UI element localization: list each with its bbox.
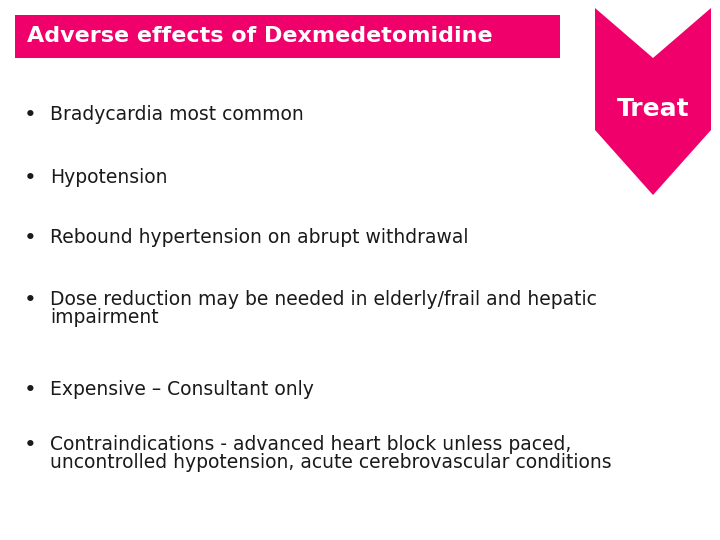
Text: •: • (24, 228, 37, 248)
Text: •: • (24, 168, 37, 188)
Text: •: • (24, 290, 37, 310)
Text: Hypotension: Hypotension (50, 168, 168, 187)
Text: •: • (24, 105, 37, 125)
Text: •: • (24, 380, 37, 400)
Polygon shape (595, 8, 711, 195)
Text: Bradycardia most common: Bradycardia most common (50, 105, 304, 124)
Text: Dose reduction may be needed in elderly/frail and hepatic: Dose reduction may be needed in elderly/… (50, 290, 597, 309)
Text: Treat: Treat (617, 97, 689, 121)
Text: Contraindications - advanced heart block unless paced,: Contraindications - advanced heart block… (50, 435, 572, 454)
Text: •: • (24, 435, 37, 455)
Text: Adverse effects of Dexmedetomidine: Adverse effects of Dexmedetomidine (27, 26, 492, 46)
Bar (15, 15, 560, 58)
Text: Expensive – Consultant only: Expensive – Consultant only (50, 380, 314, 399)
Text: uncontrolled hypotension, acute cerebrovascular conditions: uncontrolled hypotension, acute cerebrov… (50, 453, 611, 472)
Text: Rebound hypertension on abrupt withdrawal: Rebound hypertension on abrupt withdrawa… (50, 228, 469, 247)
Text: impairment: impairment (50, 308, 158, 327)
